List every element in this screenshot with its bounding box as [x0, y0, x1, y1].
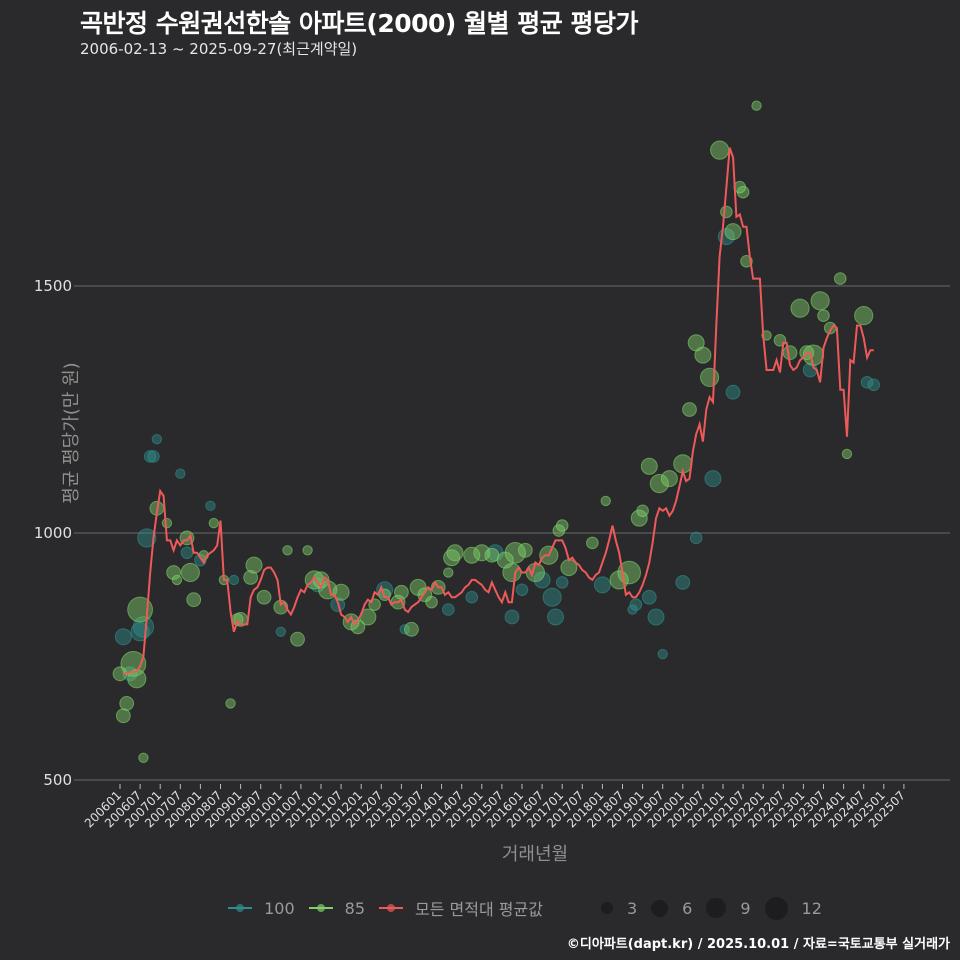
svg-text:1000: 1000 — [34, 524, 72, 542]
average-line — [123, 147, 874, 675]
legend-size-6: 6 — [651, 899, 692, 918]
size-dot-9-icon — [706, 898, 727, 918]
y-axis-label: 평균 평당가(만 원) — [61, 362, 82, 504]
size-dot-6-icon — [651, 899, 669, 917]
legend-size-label-12: 12 — [801, 898, 822, 918]
legend-line-100-icon — [228, 904, 253, 912]
legend-label-100: 100 — [264, 898, 295, 918]
legend-label-85: 85 — [344, 898, 366, 918]
y-axis-ticks: 500 1000 1500 — [34, 277, 80, 789]
legend-size-9: 9 — [706, 898, 751, 918]
legend-item-100: 100 — [228, 899, 295, 918]
legend-label-average: 모든 면적대 평균값 — [415, 900, 543, 919]
legend-line-average-icon — [379, 904, 404, 912]
source-footer: ©디아파트(dapt.kr) / 2025.10.01 / 자료=국토교통부 실… — [566, 937, 950, 952]
legend-size-label-3: 3 — [626, 898, 638, 918]
legend-item-average: 모든 면적대 평균값 — [379, 896, 543, 920]
svg-text:500: 500 — [43, 771, 72, 789]
legend-size-3: 3 — [600, 898, 638, 918]
scatter-points — [112, 100, 881, 763]
x-axis-ticks: 2006012006072007012007072008012008072009… — [82, 784, 908, 831]
legend-size-label-6: 6 — [682, 898, 693, 918]
chart-subtitle: 2006-02-13 ~ 2025-09-27(최근계약일) — [80, 40, 358, 58]
legend: 100 85 모든 면적대 평균값 3 6 9 12 — [0, 896, 960, 920]
legend-size-label-9: 9 — [740, 898, 751, 918]
svg-text:1500: 1500 — [34, 277, 72, 295]
size-dot-12-icon — [764, 896, 788, 920]
y-gridlines — [80, 285, 950, 781]
size-dot-3-icon — [600, 902, 613, 914]
legend-line-85-icon — [308, 904, 333, 912]
chart-title: 곡반정 수원권선한솔 아파트(2000) 월별 평균 평당가 — [80, 9, 638, 38]
legend-item-85: 85 — [308, 898, 366, 918]
legend-size-12: 12 — [764, 896, 822, 920]
x-axis-label: 거래년월 — [501, 844, 569, 865]
